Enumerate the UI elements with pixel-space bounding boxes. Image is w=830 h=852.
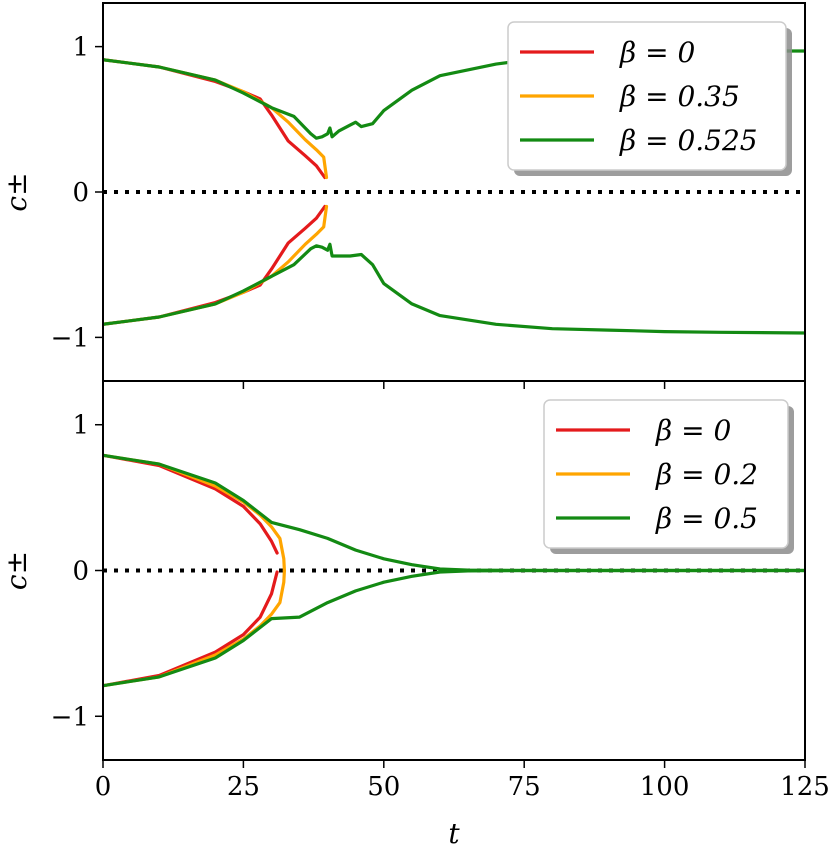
- legend-entry-label: β = 0.525: [619, 124, 758, 157]
- y-axis-label: c±: [0, 172, 33, 211]
- panel-1: 1 0 −1 c± β = 0 β = 0.35 β = 0.525: [0, 2, 806, 389]
- y-axis-label: c±: [0, 551, 33, 590]
- legend-entry-label: β = 0.2: [655, 458, 758, 491]
- legend-entry-label: β = 0.5: [655, 502, 758, 535]
- legend-entry-label: β = 0: [619, 36, 695, 69]
- x-tick-label: 50: [367, 772, 400, 802]
- y-tick-label: 1: [72, 33, 89, 63]
- series-line-2-upper: [103, 58, 329, 180]
- legend-entry-label: β = 0: [655, 414, 731, 447]
- x-tick-label: 0: [95, 772, 112, 802]
- y-tick-label: 1: [72, 411, 89, 441]
- x-tick-label: 75: [508, 772, 541, 802]
- y-tick-label: −1: [51, 702, 89, 732]
- series-line-1-upper: [103, 453, 279, 555]
- x-tick-label: 125: [780, 772, 830, 802]
- y-tick-label: −1: [51, 323, 89, 353]
- legend-entry-label: β = 0.35: [619, 80, 740, 113]
- x-tick-label: 25: [227, 772, 260, 802]
- series-line-3-lower: [103, 568, 805, 688]
- y-tick-label: 0: [72, 178, 89, 208]
- x-tick-label: 100: [640, 772, 690, 802]
- y-tick-label: 0: [72, 557, 89, 587]
- panel-2: 1 0 −1 0 25 50 75 100 125 c± β = 0 β = 0.2 β = 0.5: [0, 380, 830, 802]
- series-line-1-upper: [103, 58, 327, 180]
- x-axis-label: t: [448, 817, 460, 850]
- series-line-3-lower: [103, 242, 805, 335]
- series-line-1-lower: [103, 570, 279, 688]
- legend: β = 0 β = 0.2 β = 0.5: [543, 399, 794, 554]
- legend: β = 0 β = 0.35 β = 0.525: [507, 21, 792, 176]
